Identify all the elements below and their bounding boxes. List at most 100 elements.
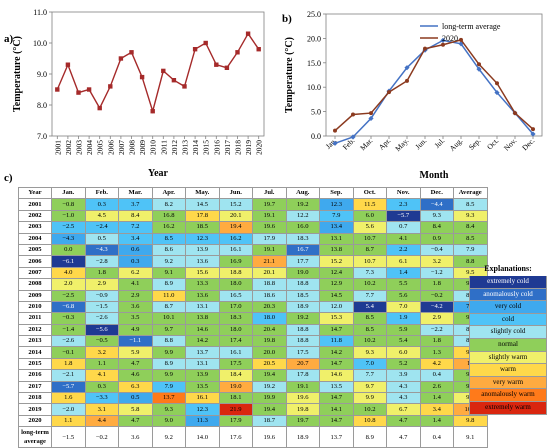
legend-item: anomalously cold (469, 288, 547, 302)
table-cell: 15.6 (185, 266, 220, 280)
x-tick-label-a: 2001 (53, 140, 62, 155)
table-cell: 18.8 (218, 266, 253, 280)
long-term-cell: 9.1 (453, 426, 488, 448)
long-term-cell: 19.6 (252, 426, 287, 448)
legend-item: normal (469, 338, 547, 352)
table-cell: 13.6 (185, 289, 220, 302)
table-cell: 13.8 (319, 243, 354, 257)
table-cell: 9.3 (151, 403, 186, 416)
table-cell: 12.3 (185, 232, 220, 245)
table-cell: 2.6 (419, 380, 454, 394)
x-tick-label-b: Jul. (433, 136, 447, 150)
table-year-cell: 2001 (18, 198, 52, 211)
table-cell: 1.1 (84, 357, 119, 371)
table-header-cell: Feb. (84, 186, 119, 200)
table-cell: 5.9 (118, 346, 153, 359)
data-point-a (161, 68, 166, 74)
table-cell: 20.0 (252, 346, 287, 359)
x-tick-label-b: Sep. (467, 136, 483, 152)
legend-item: extremely warm (469, 401, 547, 415)
table-cell: 12.3 (319, 198, 354, 211)
table-cell: −2.6 (84, 312, 119, 325)
table-cell: 14.7 (319, 323, 354, 337)
x-tick-label-a: 2015 (202, 140, 211, 155)
table-cell: −1.4 (51, 323, 86, 337)
table-cell: 5.9 (386, 323, 421, 337)
legend-title: Explanations: (484, 264, 532, 273)
table-cell: 9.3 (453, 209, 488, 223)
table-row: 2019 −2.0 3.1 5.8 9.3 12.3 21.9 19.4 19.8 14.1 10.… (18, 403, 488, 416)
table-cell: 2.9 (84, 278, 119, 291)
table-cell: 3.9 (386, 369, 421, 382)
x-tick-label-a: 2004 (85, 140, 94, 155)
x-tick-label-a: 2017 (223, 140, 232, 155)
table-header-cell: Jun. (218, 186, 253, 200)
data-point-b-0 (440, 37, 446, 43)
data-point-a (224, 65, 230, 70)
long-term-cell: −1.5 (51, 426, 86, 448)
data-point-b-1 (441, 42, 445, 47)
table-cell: 9.3 (352, 346, 387, 359)
legend-item: anomalously warm (469, 389, 547, 402)
table-cell: 16.2 (151, 221, 186, 234)
table-cell: 18.6 (252, 289, 287, 302)
table-row: 2012 −1.4 −5.6 4.9 9.7 14.6 18.0 20.4 18.8 14.7 8.… (18, 323, 488, 337)
table-cell: 1.4 (419, 392, 454, 405)
long-term-row: long-term average −1.5 −0.2 3.6 9.2 14.0 17.6 1… (18, 426, 488, 448)
table-cell: 17.8 (185, 209, 220, 223)
table-year-cell: 2017 (18, 380, 52, 394)
table-cell: 8.4 (419, 221, 454, 234)
table-cell: 18.8 (285, 278, 320, 291)
table-year-cell: 2010 (18, 300, 52, 314)
table-header-cell: Jul. (252, 186, 287, 200)
data-point-b-1 (405, 78, 409, 83)
table-cell: −4.3 (84, 243, 119, 257)
table-cell: 4.7 (118, 414, 153, 428)
table-cell: 6.2 (118, 266, 153, 280)
table-cell: 3.1 (84, 403, 119, 416)
table-row: 2011 −0.3 −2.6 3.5 10.1 13.8 18.3 18.0 19.2 15.3 8… (18, 312, 488, 325)
table-cell: 18.4 (218, 369, 253, 382)
table-cell: 10.2 (352, 278, 387, 291)
data-point-b-1 (459, 37, 463, 42)
table-cell: 8.5 (352, 312, 387, 325)
table-cell: 1.8 (419, 335, 454, 348)
table-cell: 3.4 (118, 232, 153, 245)
table-cell: 20.1 (218, 209, 253, 223)
table-cell: 16.0 (285, 221, 320, 234)
table-cell: 19.6 (285, 392, 320, 405)
table-cell: 3.2 (84, 346, 119, 359)
data-point-a (118, 56, 124, 61)
panel-b-label: b) (282, 13, 292, 25)
table-cell: 11.3 (185, 414, 220, 428)
table-cell: 17.9 (218, 414, 253, 428)
table-header-row: Year Jan. Feb. Mar. Apr. May. Jun. Jul. Aug. Sep.… (18, 186, 488, 200)
table-cell: 19.9 (252, 392, 287, 405)
table-cell: 1.4 (419, 414, 454, 428)
legend-item: slightly warm (469, 351, 547, 365)
table-cell: 5.4 (386, 335, 421, 348)
table-cell: −2.0 (51, 403, 86, 416)
y-tick-label-a: 10.0 (33, 39, 47, 48)
data-point-b-0 (350, 134, 356, 140)
table-cell: 12.0 (319, 300, 354, 314)
table-cell: 14.1 (319, 403, 354, 416)
table-cell: −0.5 (84, 335, 119, 348)
table-header-cell: Mar. (118, 186, 153, 200)
table-cell: 2.9 (118, 289, 153, 302)
table-cell: 13.8 (185, 312, 220, 325)
data-point-b-1 (495, 81, 499, 86)
table-cell: −2.4 (84, 221, 119, 234)
data-point-b-0 (530, 131, 536, 137)
table-cell: 18.8 (252, 278, 287, 291)
data-point-a (97, 105, 102, 111)
data-point-b-1 (423, 46, 427, 51)
table-row: 2010 −6.8 −1.5 3.6 8.7 13.1 17.0 20.3 18.9 12.0 5.… (18, 300, 488, 314)
table-cell: 7.9 (319, 209, 354, 223)
table-cell: 19.2 (285, 198, 320, 211)
table-year-cell: 2011 (18, 312, 52, 325)
table-cell: 17.5 (218, 357, 253, 371)
series-line-b-1 (334, 39, 534, 132)
table-cell: 0.4 (419, 369, 454, 382)
table-header-cell: Aug. (285, 186, 320, 200)
